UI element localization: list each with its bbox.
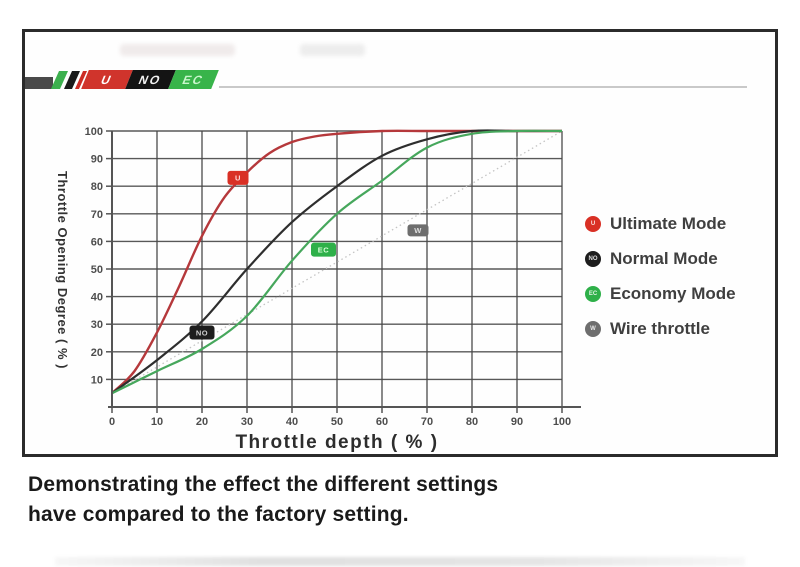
series-path-economy-mode — [111, 129, 563, 395]
badge-label-w: W — [414, 226, 422, 235]
x-tick-label: 80 — [466, 416, 478, 428]
legend-item-wire-throttle: W Wire throttle — [585, 317, 710, 341]
y-tick-label: 100 — [85, 126, 103, 138]
caption-line-1: Demonstrating the effect the different s… — [28, 473, 499, 496]
x-tick-label: 10 — [151, 416, 163, 428]
y-tick-label: 90 — [91, 154, 103, 166]
legend-label: Ultimate Mode — [610, 214, 727, 233]
badge-w — [407, 224, 429, 237]
x-tick-label: 60 — [376, 416, 388, 428]
x-tick-label: 20 — [196, 416, 208, 428]
badge-u — [227, 170, 249, 185]
figure-box: U NO EC 0 10 20 30 40 50 60 70 80 90 100 10 20 30 40 50 60… — [22, 29, 778, 457]
legend-label: Wire throttle — [610, 319, 710, 338]
x-axis-title: Throttle depth ( % ) — [235, 432, 439, 453]
chart-legend: U Ultimate Mode NO Normal Mode EC Economy Mod… — [585, 32, 770, 454]
x-tick-label: 30 — [241, 416, 253, 428]
legend-item-normal-mode: NO Normal Mode — [585, 247, 718, 271]
badge-label-u: U — [235, 174, 241, 183]
x-tick-label: 50 — [331, 416, 343, 428]
throttle-curve-chart: 0 10 20 30 40 50 60 70 80 90 100 10 20 30 40 50 60 70 80 90… — [85, 126, 581, 428]
legend-item-economy-mode: EC Economy Mode — [585, 282, 736, 306]
caption-line-2: have compared to the factory setting. — [28, 503, 409, 526]
y-axis-title: Throttle Opening Degree ( % ) — [55, 171, 70, 369]
badge-label-no: NO — [196, 328, 208, 337]
legend-label: Normal Mode — [610, 249, 718, 268]
series-path-wire-throttle — [111, 130, 563, 394]
y-tick-label: 70 — [91, 209, 103, 221]
badge-label-ec: EC — [318, 245, 330, 254]
badge-no — [189, 325, 215, 340]
y-tick-label: 80 — [91, 181, 103, 193]
x-tick-label: 0 — [109, 416, 115, 428]
y-tick-label: 60 — [91, 236, 103, 248]
cropped-next-element — [55, 557, 745, 566]
y-tick-label: 50 — [91, 264, 103, 276]
y-tick-label: 10 — [91, 374, 103, 386]
ghost-smudge — [300, 44, 365, 56]
legend-label: Economy Mode — [610, 284, 736, 303]
legend-swatch-icon: NO — [585, 251, 601, 267]
legend-swatch-icon: U — [585, 216, 601, 232]
x-tick-label: 90 — [511, 416, 523, 428]
legend-item-ultimate-mode: U Ultimate Mode — [585, 212, 726, 236]
badge-ec — [311, 242, 336, 257]
logo-tail-line — [219, 86, 747, 88]
legend-swatch-icon: EC — [585, 286, 601, 302]
brand-logo: U NO EC — [25, 70, 765, 90]
series-path-ultimate-mode — [111, 129, 562, 395]
y-tick-label: 40 — [91, 292, 103, 304]
figure-caption: Demonstrating the effect the different s… — [28, 470, 498, 530]
x-tick-label: 40 — [286, 416, 298, 428]
logo-bar — [25, 77, 53, 89]
ghost-smudge — [120, 44, 235, 56]
legend-swatch-icon: W — [585, 321, 601, 337]
x-tick-label: 100 — [553, 416, 571, 428]
y-tick-label: 30 — [91, 319, 103, 331]
x-tick-label: 70 — [421, 416, 433, 428]
y-tick-label: 20 — [91, 347, 103, 359]
